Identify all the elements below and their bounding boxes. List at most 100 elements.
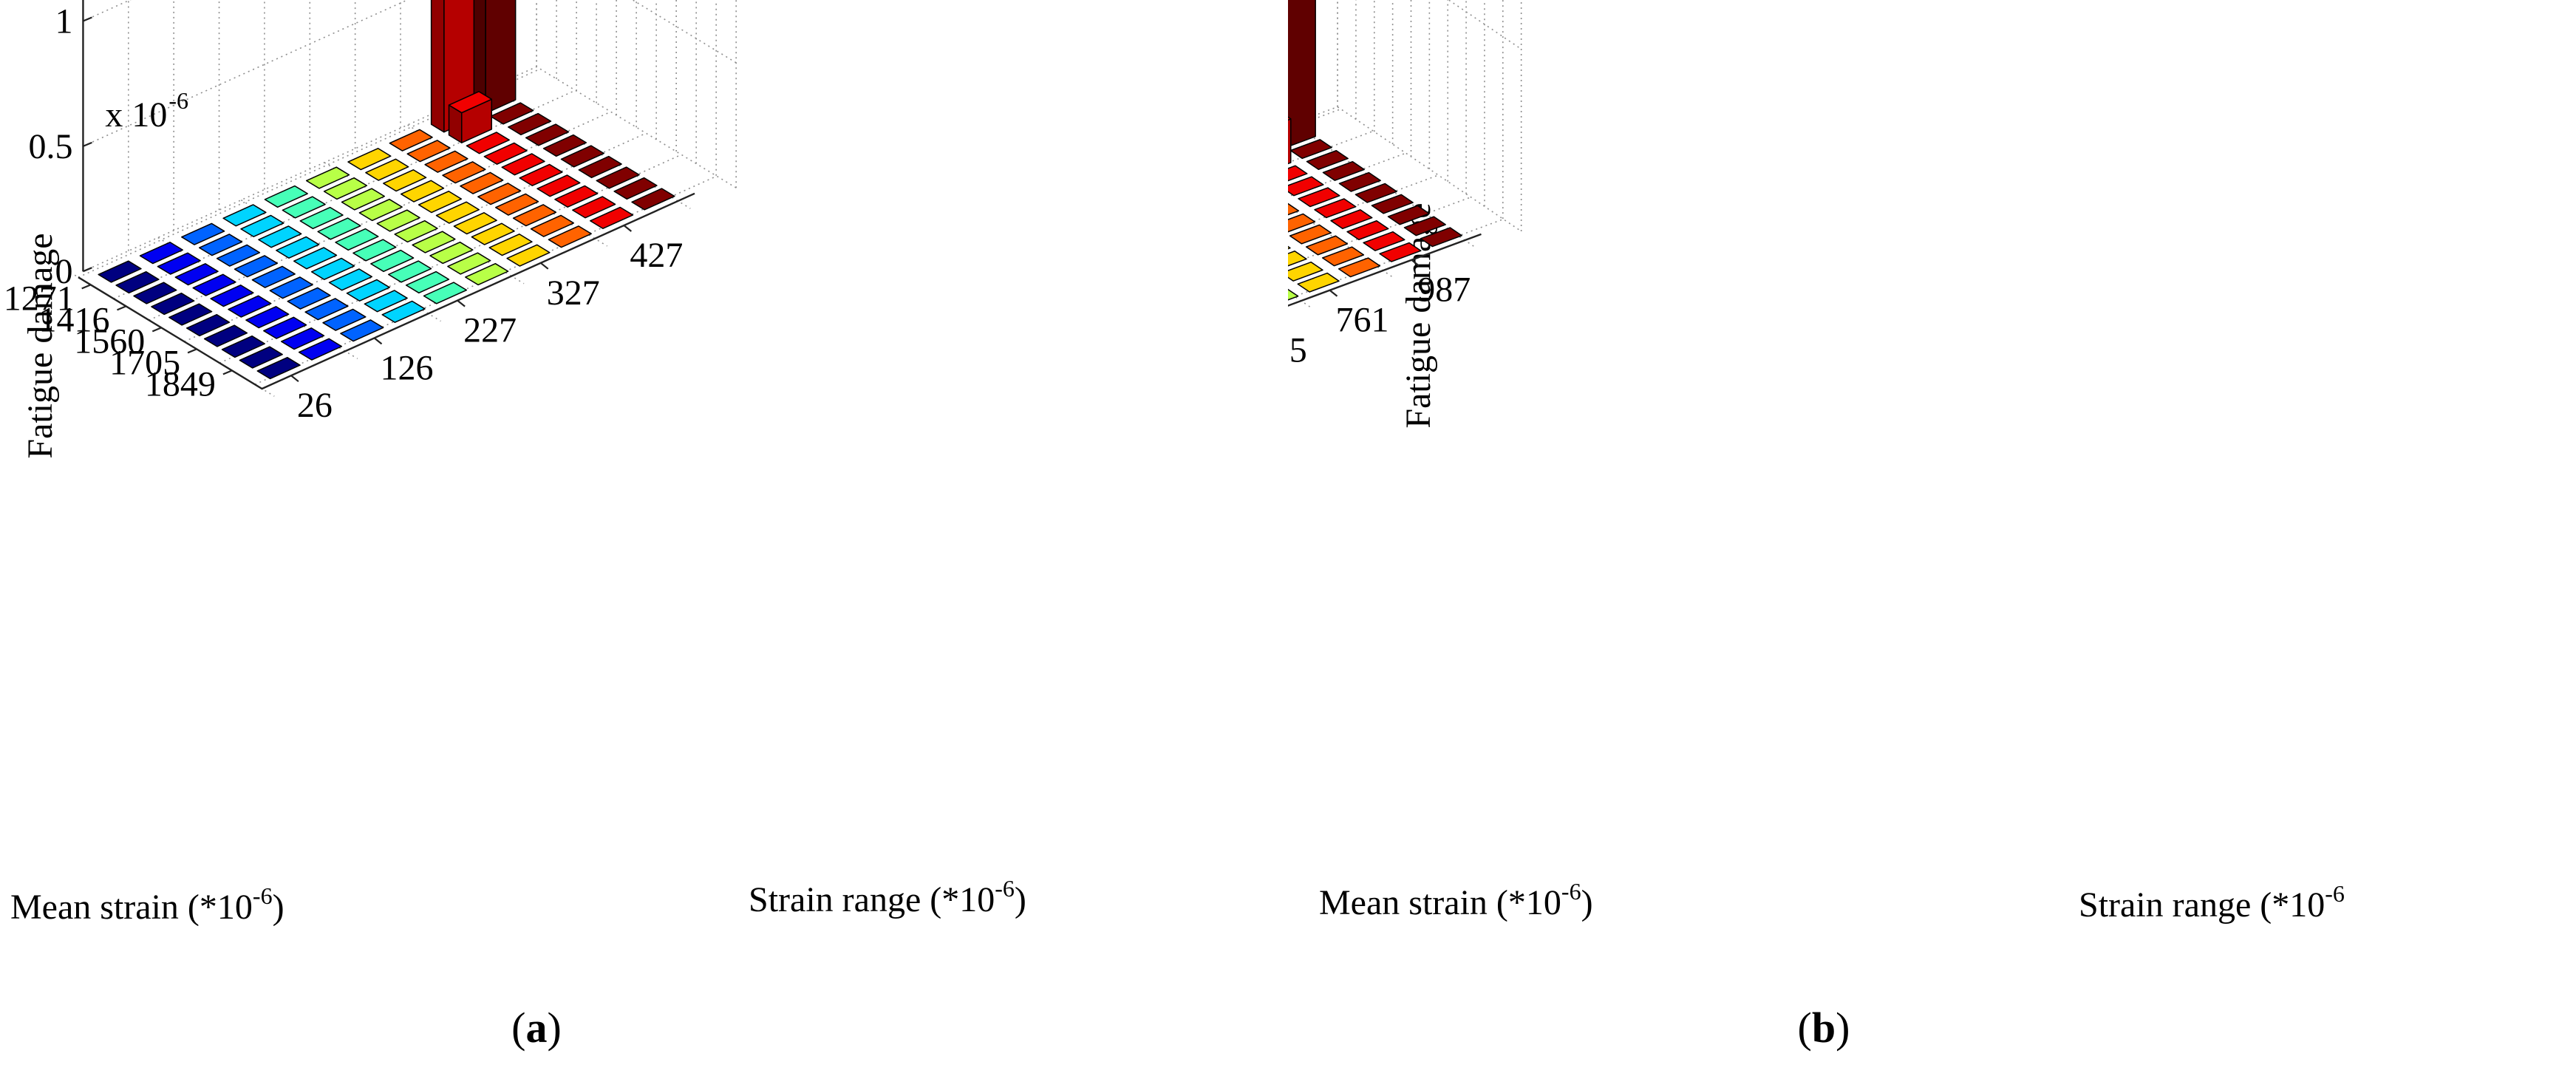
bar-top	[335, 228, 379, 251]
y-tick	[1411, 259, 1420, 267]
bar	[501, 153, 545, 176]
bar-top	[1289, 139, 1332, 160]
bar	[589, 206, 634, 229]
bar-top	[328, 268, 373, 291]
bar	[507, 112, 552, 136]
bar	[287, 287, 331, 310]
bar-top	[507, 112, 552, 136]
bar-top	[1379, 242, 1422, 262]
bar	[335, 228, 379, 251]
bar-top	[389, 129, 433, 152]
bar-top	[1288, 165, 1308, 182]
bar	[181, 222, 225, 245]
bar	[210, 285, 254, 307]
x-tick	[81, 284, 92, 290]
x-tick	[222, 370, 233, 375]
grid-line	[1288, 174, 1439, 232]
x-tick-label: 1416	[38, 300, 109, 339]
bar	[1322, 160, 1365, 181]
bar	[424, 150, 468, 173]
bar	[483, 142, 528, 165]
bar-top	[381, 300, 426, 323]
panel-label: (b)	[1798, 1004, 1850, 1052]
bar-top	[1355, 183, 1397, 203]
bar-top	[405, 270, 450, 294]
y-tick-label: 126	[381, 348, 434, 387]
bar-top	[341, 188, 386, 211]
bar-top	[542, 134, 587, 157]
bar	[347, 148, 392, 171]
bar	[364, 290, 408, 313]
bar	[269, 276, 313, 299]
x-tick-label: 1271	[4, 279, 75, 318]
bar	[365, 158, 409, 181]
bar-top	[1288, 288, 1299, 301]
bar	[572, 196, 616, 219]
bars	[98, 0, 675, 380]
bar-top	[203, 324, 248, 347]
bar-top	[174, 263, 219, 286]
bar-top	[596, 166, 640, 189]
bar	[280, 327, 325, 350]
bar-top	[1330, 209, 1373, 230]
bar-top	[519, 163, 563, 186]
bar-top	[613, 177, 658, 200]
bar	[471, 222, 515, 245]
bar	[1420, 227, 1462, 248]
bar-top	[501, 153, 545, 176]
bar	[239, 346, 283, 369]
y-tick	[290, 375, 299, 383]
back-wall-grid	[74, 0, 737, 397]
bar-top	[424, 150, 468, 173]
bar-top	[352, 239, 397, 262]
bar-top	[1321, 246, 1365, 267]
bar	[406, 140, 451, 163]
bar-top	[394, 219, 438, 243]
bar	[560, 145, 604, 168]
bar-face	[430, 0, 445, 133]
bar-top	[1298, 187, 1340, 208]
bar	[282, 196, 326, 219]
bar-top	[1338, 257, 1381, 278]
bar-top	[560, 145, 604, 168]
bar	[139, 242, 184, 265]
bar	[448, 91, 493, 143]
bar	[596, 166, 640, 189]
bar	[1288, 116, 1292, 165]
y-tick-label: 26	[297, 386, 333, 425]
bar	[1306, 150, 1349, 170]
bar-top	[400, 180, 445, 202]
bar	[381, 300, 426, 323]
bar-top	[269, 276, 313, 299]
bar	[490, 102, 534, 125]
bar	[1330, 209, 1373, 230]
bar-top	[1314, 198, 1357, 219]
bar	[1321, 246, 1365, 267]
bar	[1297, 272, 1340, 293]
bar-top	[1288, 202, 1300, 216]
bar	[613, 177, 658, 200]
bar	[435, 201, 480, 224]
bar	[1288, 202, 1300, 216]
bar	[1298, 187, 1340, 208]
bar-top	[239, 346, 283, 369]
bar-top	[251, 265, 296, 288]
bar	[418, 191, 463, 214]
bar-top	[1387, 205, 1430, 225]
bar	[494, 193, 539, 216]
bar-top	[1420, 227, 1462, 248]
bar	[264, 185, 308, 208]
bar-top	[477, 183, 522, 205]
bar-top	[412, 231, 456, 253]
bar	[542, 134, 587, 157]
floor-front-edges	[78, 192, 695, 390]
bar	[460, 171, 504, 194]
bar-top	[245, 306, 290, 329]
bar	[115, 270, 160, 294]
bar-top	[1346, 220, 1389, 240]
bar-top	[282, 196, 326, 219]
bar	[389, 129, 433, 152]
bar	[530, 214, 575, 237]
bar-top	[572, 196, 616, 219]
bar	[376, 209, 420, 232]
